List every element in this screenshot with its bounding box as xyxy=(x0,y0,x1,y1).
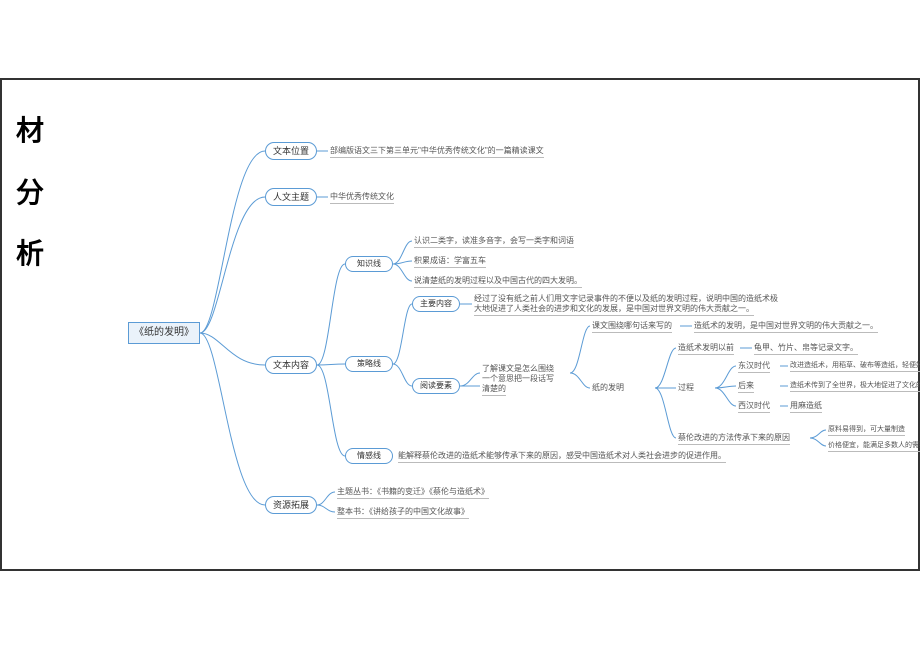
title-char-1: 材 xyxy=(10,100,50,162)
node-resources: 资源拓展 xyxy=(265,496,317,514)
node-knowledge-line: 知识线 xyxy=(345,256,393,272)
text-era-1-desc: 改进造纸术，用稻草、破布等造纸，轻便好用。 xyxy=(790,360,920,372)
text-res-1: 主题丛书：《书籍的变迁》《蔡伦与造纸术》 xyxy=(337,486,489,499)
text-process: 过程 xyxy=(678,382,694,394)
text-before: 造纸术发明以前 xyxy=(678,342,734,355)
node-emotion-line: 情感线 xyxy=(345,448,393,464)
node-humanistic-theme: 人文主题 xyxy=(265,188,317,206)
text-read-3: 清楚的 xyxy=(482,383,506,396)
text-main-2: 大地促进了人类社会的进步和文化的发展，是中国对世界文明的伟大贡献之一。 xyxy=(474,303,754,316)
node-text-content: 文本内容 xyxy=(265,356,317,374)
title-char-3: 析 xyxy=(10,223,50,285)
node-strategy-line: 策略线 xyxy=(345,356,393,372)
side-title: 材 分 析 xyxy=(10,100,50,285)
text-emotion: 能解释蔡伦改进的造纸术能够传承下来的原因，感受中国造纸术对人类社会进步的促进作用… xyxy=(398,450,726,463)
text-before-ans: 龟甲、竹片、帛等记录文字。 xyxy=(754,342,858,355)
text-sentence: 课文围绕哪句话来写的 xyxy=(592,320,672,333)
text-reason-1: 原料易得到，可大量制造 xyxy=(828,424,905,436)
title-char-2: 分 xyxy=(10,162,50,224)
mindmap: 《纸的发明》 文本位置 部编版语文三下第三单元"中华优秀传统文化"的一篇精读课文… xyxy=(60,88,910,561)
text-res-2: 整本书：《讲给孩子的中国文化故事》 xyxy=(337,506,469,519)
text-theme-desc: 中华优秀传统文化 xyxy=(330,191,394,204)
text-era-2-desc: 造纸术传到了全世界，极大地促进了文化的发展。 xyxy=(790,380,920,392)
text-know-3: 说清楚纸的发明过程以及中国古代的四大发明。 xyxy=(414,275,582,288)
text-paper-invention: 纸的发明 xyxy=(592,382,652,394)
text-position-desc: 部编版语文三下第三单元"中华优秀传统文化"的一篇精读课文 xyxy=(330,145,544,158)
text-know-2: 积累成语：学富五车 xyxy=(414,255,486,268)
text-reason-2: 价格便宜，能满足多数人的需要 xyxy=(828,440,920,452)
node-reading-element: 阅读要素 xyxy=(412,378,460,394)
node-main-content: 主要内容 xyxy=(412,296,460,312)
text-era-3: 西汉时代 xyxy=(738,400,770,413)
text-era-1: 东汉时代 xyxy=(738,360,770,373)
text-sentence-ans: 造纸术的发明，是中国对世界文明的伟大贡献之一。 xyxy=(694,320,878,333)
node-text-position: 文本位置 xyxy=(265,142,317,160)
text-era-3-desc: 用麻造纸 xyxy=(790,400,822,413)
text-reason-label: 蔡伦改进的方法传承下来的原因 xyxy=(678,432,790,445)
root-node: 《纸的发明》 xyxy=(128,322,200,344)
text-era-2: 后来 xyxy=(738,380,754,393)
text-know-1: 认识二类字，读准多音字，会写一类字和词语 xyxy=(414,235,574,248)
